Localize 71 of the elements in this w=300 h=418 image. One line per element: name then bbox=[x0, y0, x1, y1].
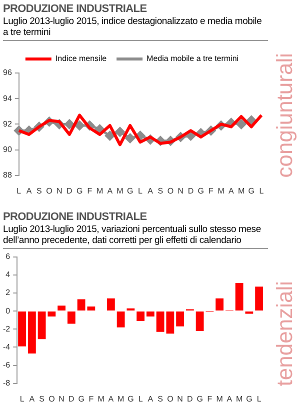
x-tick-label: M bbox=[218, 186, 225, 196]
x-tick-label: M bbox=[216, 394, 224, 404]
x-tick-label: A bbox=[26, 186, 32, 196]
legend-label: Indice mensile bbox=[55, 54, 108, 64]
x-tick-label: A bbox=[228, 186, 235, 196]
x-tick-label: S bbox=[158, 186, 164, 196]
x-tick-label: M bbox=[96, 186, 104, 196]
x-tick-label: D bbox=[68, 394, 75, 404]
x-tick-label: A bbox=[107, 186, 114, 196]
text: tendenziali bbox=[272, 280, 298, 386]
x-tick-label: F bbox=[88, 394, 94, 404]
y-tick-label: 92 bbox=[2, 119, 12, 128]
x-tick-label: N bbox=[178, 186, 184, 196]
y-tick-label: 4 bbox=[6, 270, 11, 280]
x-tick-label: N bbox=[58, 394, 65, 404]
x-tick-label: O bbox=[48, 394, 55, 404]
y-tick-label: 90 bbox=[2, 145, 12, 154]
x-tick-label: A bbox=[226, 394, 233, 404]
x-tick-label: G bbox=[246, 394, 252, 404]
chart-subtitle: Luglio 2013-luglio 2015, indice destagionalizzato e media mobile a tre termini bbox=[3, 16, 268, 41]
x-tick-label: L bbox=[138, 186, 143, 196]
x-tick-label: M bbox=[238, 186, 245, 196]
y-tick-label: -8 bbox=[2, 378, 11, 388]
x-tick-label: L bbox=[259, 186, 264, 196]
x-tick-label: G bbox=[128, 394, 134, 404]
x-tick-label: A bbox=[29, 394, 36, 404]
chart-title: PRODUZIONE INDUSTRIALE bbox=[3, 211, 148, 223]
x-tick-label: O bbox=[167, 394, 174, 404]
x-tick-label: L bbox=[256, 394, 262, 404]
x-tick-label: O bbox=[46, 186, 52, 196]
x-tick-label: N bbox=[177, 394, 184, 404]
y-tick-label: 96 bbox=[2, 68, 12, 78]
x-tick-label: S bbox=[158, 394, 163, 404]
x-tick-label: A bbox=[148, 394, 154, 404]
y-tick-label: -6 bbox=[2, 360, 11, 370]
x-tick-label: L bbox=[20, 394, 25, 404]
legend-label: Media mobile a tre termini bbox=[146, 54, 239, 64]
x-tick-label: O bbox=[167, 186, 174, 196]
chart-title: PRODUZIONE INDUSTRIALE bbox=[3, 3, 148, 15]
x-tick-label: F bbox=[87, 186, 92, 196]
text: congiunturali bbox=[272, 53, 298, 178]
x-tick-label: G bbox=[196, 394, 203, 404]
x-tick-label: F bbox=[208, 186, 214, 196]
y-tick-label: 6 bbox=[6, 252, 11, 262]
y-tick-label: -4 bbox=[2, 342, 11, 352]
x-tick-label: S bbox=[39, 394, 44, 404]
x-tick-label: F bbox=[207, 394, 212, 404]
x-tick-label: L bbox=[16, 186, 22, 196]
y-tick-label: 88 bbox=[2, 170, 12, 180]
x-tick-label: A bbox=[108, 394, 114, 404]
x-tick-label: L bbox=[138, 394, 144, 404]
x-tick-label: D bbox=[188, 186, 194, 196]
x-tick-label: G bbox=[126, 186, 134, 196]
chart-subtitle: Luglio 2013-luglio 2015, variazioni percentuali sullo stesso mese dell’anno precedente, dati corretti per gli effetti di calendario bbox=[3, 224, 268, 249]
x-tick-label: G bbox=[78, 394, 84, 404]
y-tick-label: 2 bbox=[6, 288, 11, 298]
y-tick-label: 94 bbox=[2, 94, 12, 103]
x-tick-label: M bbox=[116, 186, 124, 196]
x-tick-label: S bbox=[36, 186, 42, 196]
x-tick-label: A bbox=[148, 186, 154, 196]
x-tick-label: G bbox=[248, 186, 255, 196]
x-tick-label: G bbox=[76, 186, 83, 196]
x-tick-label: M bbox=[98, 394, 105, 404]
x-tick-label: G bbox=[198, 186, 204, 196]
y-tick-label: -2 bbox=[2, 324, 11, 334]
x-tick-label: M bbox=[117, 394, 124, 404]
x-tick-label: D bbox=[187, 394, 194, 404]
y-tick-label: 0 bbox=[6, 306, 11, 316]
x-tick-label: N bbox=[56, 186, 62, 196]
x-tick-label: D bbox=[66, 186, 73, 196]
x-tick-label: M bbox=[236, 394, 243, 404]
